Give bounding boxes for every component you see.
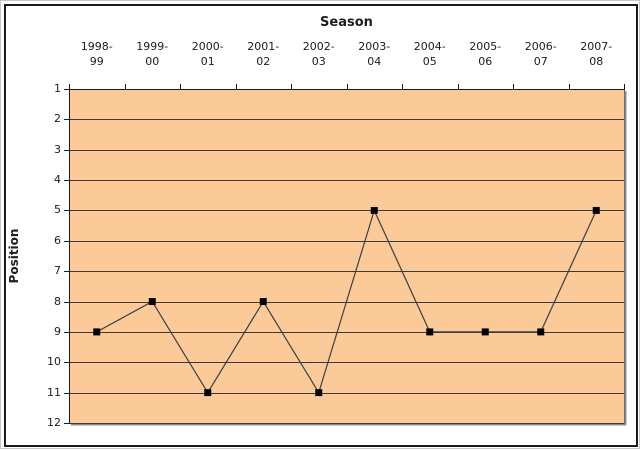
series-line — [96, 208, 597, 395]
y-tick-label: 11 — [47, 385, 61, 399]
y-tick-label: 9 — [54, 324, 61, 338]
y-tick-label: 1 — [54, 82, 61, 95]
data-point-marker — [93, 328, 101, 336]
y-tick-label: 6 — [54, 233, 61, 247]
data-point-marker — [592, 206, 600, 214]
x-axis-label: 2000- 01 — [191, 40, 224, 68]
y-tick-label: 10 — [47, 355, 61, 369]
y-tick-label: 12 — [47, 416, 61, 429]
x-axis-label: 1999- 00 — [136, 40, 169, 68]
x-axis-label: 2002- 03 — [302, 40, 335, 68]
data-point-marker — [370, 206, 378, 214]
x-axis-label: 2005- 06 — [469, 40, 502, 68]
x-axis-label: 2007- 08 — [580, 40, 613, 68]
data-point-marker — [259, 298, 267, 306]
y-tick-label: 4 — [54, 173, 61, 187]
data-point-marker — [481, 328, 489, 336]
y-tick-label: 7 — [54, 264, 61, 278]
y-tick-label: 3 — [54, 142, 61, 156]
x-axis-title: Season — [320, 15, 373, 30]
y-tick-label: 2 — [54, 112, 61, 126]
plot-background — [69, 89, 625, 424]
data-point-marker — [537, 328, 545, 336]
y-tick-label: 8 — [54, 294, 61, 308]
x-axis-label: 2003- 04 — [358, 40, 391, 68]
data-point-marker — [315, 389, 323, 397]
x-axis-label: 2001- 02 — [247, 40, 280, 68]
x-axis-label: 1998- 99 — [80, 40, 113, 68]
data-point-marker — [426, 328, 434, 336]
x-axis-label: 2004- 05 — [413, 40, 446, 68]
data-point-marker — [204, 389, 212, 397]
y-tick-label: 5 — [54, 203, 61, 217]
x-axis-label: 2006- 07 — [524, 40, 557, 68]
data-point-marker — [148, 298, 156, 306]
